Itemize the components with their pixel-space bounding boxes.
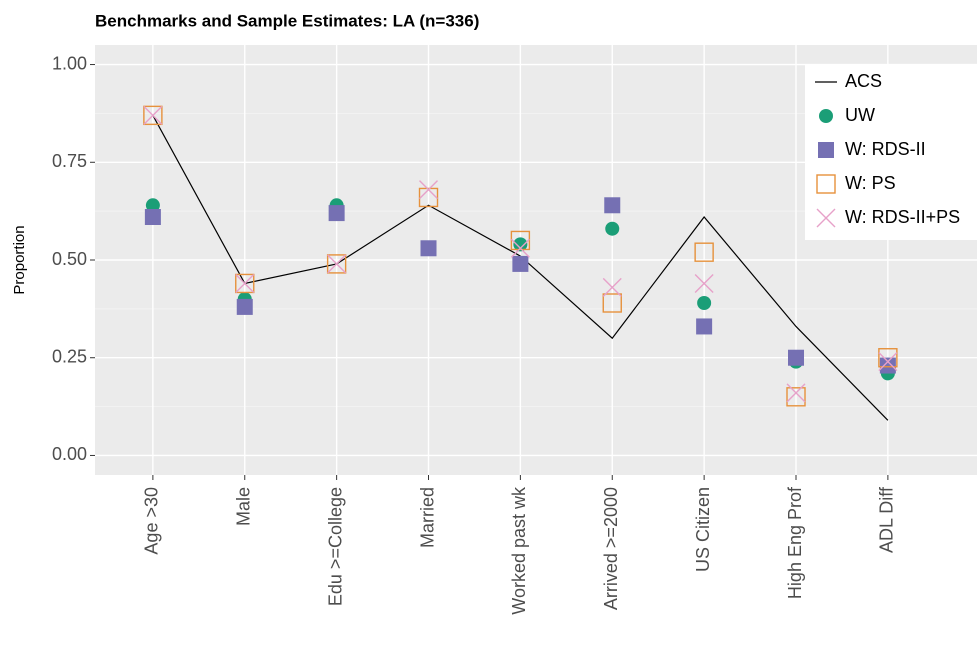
chart-title: Benchmarks and Sample Estimates: LA (n=3… xyxy=(95,11,479,30)
point xyxy=(602,293,622,313)
y-tick-label: 1.00 xyxy=(52,53,87,73)
legend-key xyxy=(818,142,834,158)
x-tick-label: Age >30 xyxy=(142,487,162,555)
grid: 0.00 0.25 0.50 0.75 1.00 Age >30 Male Edu >=Col… xyxy=(52,45,977,615)
legend-key xyxy=(819,109,833,123)
legend-label: ACS xyxy=(845,71,882,91)
legend-label: W: PS xyxy=(845,173,896,193)
x-tick-label: High Eng Prof xyxy=(785,486,805,599)
point xyxy=(236,298,253,315)
y-axis-label: Proportion xyxy=(11,225,28,294)
x-tick-label: Male xyxy=(234,487,254,526)
y-tick-label: 0.25 xyxy=(52,346,87,366)
point xyxy=(510,230,531,251)
x-tick-label: Arrived >=2000 xyxy=(601,487,621,610)
point xyxy=(235,273,255,293)
x-tick-label: Worked past wk xyxy=(509,486,529,615)
point xyxy=(143,105,163,126)
point xyxy=(605,221,620,236)
point xyxy=(513,237,528,252)
marks xyxy=(143,105,898,421)
point xyxy=(144,209,161,225)
point xyxy=(697,296,712,310)
legend-key xyxy=(816,208,836,228)
point xyxy=(418,187,439,208)
legend-key xyxy=(816,174,836,194)
point xyxy=(878,352,898,372)
point xyxy=(788,349,805,366)
point xyxy=(786,387,806,407)
y-tick-label: 0.50 xyxy=(52,249,87,269)
x-tick-label: Edu >=College xyxy=(325,487,345,606)
point xyxy=(326,254,347,274)
x-tick-label: ADL Diff xyxy=(877,486,897,553)
point xyxy=(878,348,898,368)
point xyxy=(694,273,714,293)
point xyxy=(419,180,439,200)
point xyxy=(604,197,621,214)
y-tick-label: 0.75 xyxy=(52,151,87,171)
point xyxy=(143,105,163,125)
point xyxy=(420,240,437,257)
point xyxy=(328,205,345,222)
x-tick-label: US Citizen xyxy=(693,487,713,572)
point xyxy=(879,357,896,374)
point xyxy=(786,383,806,403)
point xyxy=(512,255,529,272)
y-tick-label: 0.00 xyxy=(52,444,87,464)
x-tick-label: Married xyxy=(417,487,437,548)
legend-label: W: RDS-II+PS xyxy=(845,207,960,227)
point xyxy=(696,318,713,335)
point xyxy=(145,198,160,213)
point xyxy=(510,238,530,258)
point xyxy=(327,254,347,274)
point xyxy=(602,277,622,297)
point xyxy=(694,242,714,262)
legend-items: ACS UW W: RDS-II W: PS W: RDS-II+PS xyxy=(815,71,960,228)
legend-label: UW xyxy=(845,105,875,125)
point xyxy=(235,273,255,294)
legend-label: W: RDS-II xyxy=(845,139,926,159)
